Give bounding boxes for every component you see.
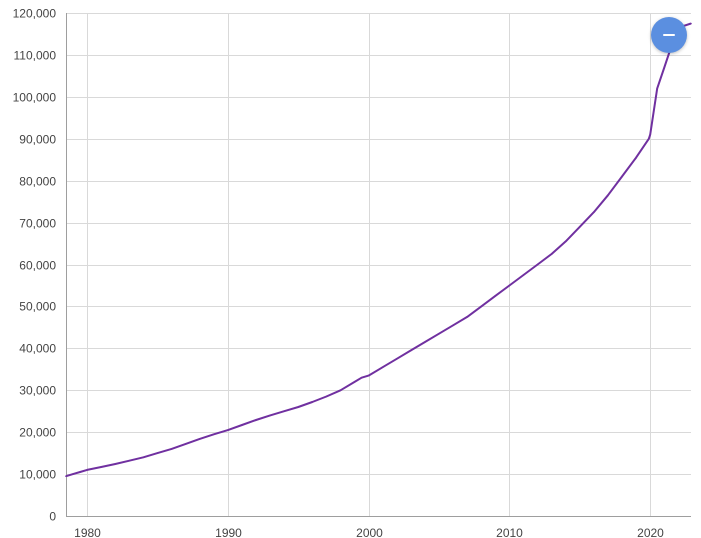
data-point — [142, 456, 145, 459]
series-line-0 — [65, 22, 692, 478]
data-point — [213, 433, 215, 436]
y-tick-label: 110,000 — [14, 49, 57, 63]
data-point — [550, 253, 553, 255]
collapse-button[interactable] — [651, 17, 687, 53]
data-point — [396, 358, 398, 360]
y-tick-label: 0 — [49, 510, 56, 524]
tick-labels: 0 10,000 20,000 30,000 40,000 50,000 60,000 70,… — [13, 7, 665, 538]
data-point — [360, 376, 363, 379]
x-tick-label: 2020 — [637, 526, 664, 538]
data-point — [438, 332, 440, 335]
axes — [66, 13, 691, 517]
data-point — [452, 324, 454, 327]
minus-icon — [663, 34, 675, 36]
data-point — [79, 471, 81, 473]
y-tick-label: 120,000 — [13, 7, 57, 21]
data-point — [128, 459, 131, 462]
data-point — [424, 341, 426, 343]
data-point — [381, 366, 384, 369]
x-tick-label: 2010 — [496, 526, 523, 538]
data-point — [65, 475, 67, 478]
data-point — [536, 263, 539, 266]
data-point — [72, 473, 74, 475]
x-tick-label: 1980 — [74, 526, 101, 538]
grid — [66, 13, 691, 516]
data-point — [508, 284, 511, 287]
data-point — [522, 274, 525, 276]
series-layer — [65, 22, 692, 478]
data-point — [593, 211, 595, 213]
data-point — [156, 452, 159, 454]
data-point — [269, 414, 271, 417]
y-tick-label: 80,000 — [19, 175, 56, 189]
data-point — [184, 443, 187, 445]
data-point — [635, 156, 637, 159]
data-point — [579, 226, 581, 228]
data-point — [656, 87, 658, 90]
data-point — [297, 406, 300, 408]
x-tick-label: 2000 — [356, 526, 383, 538]
data-point — [170, 448, 173, 450]
data-point — [621, 175, 623, 178]
data-point — [410, 349, 412, 352]
data-point — [283, 410, 286, 413]
data-point — [649, 133, 651, 136]
data-point — [255, 419, 257, 421]
data-point — [114, 463, 117, 465]
y-tick-label: 90,000 — [19, 133, 56, 147]
y-tick-label: 100,000 — [13, 91, 57, 105]
data-point — [339, 389, 342, 392]
y-tick-label: 50,000 — [19, 300, 56, 314]
data-point — [466, 316, 469, 318]
y-tick-label: 20,000 — [19, 426, 56, 440]
data-point — [480, 305, 483, 308]
data-point — [86, 469, 88, 471]
data-point — [100, 466, 102, 468]
data-point — [227, 429, 229, 431]
data-point — [564, 240, 567, 243]
data-point — [353, 381, 356, 383]
y-tick-label: 30,000 — [19, 384, 56, 398]
y-tick-label: 60,000 — [19, 259, 56, 273]
data-point — [494, 295, 497, 297]
y-tick-label: 70,000 — [19, 217, 56, 231]
data-point — [367, 374, 370, 377]
data-point — [198, 438, 201, 440]
data-point — [241, 424, 243, 426]
data-point — [690, 22, 692, 25]
data-point — [325, 395, 328, 398]
y-tick-label: 40,000 — [19, 342, 56, 356]
data-point — [607, 194, 609, 197]
data-point — [663, 66, 666, 69]
y-tick-label: 10,000 — [19, 468, 56, 482]
x-tick-label: 1990 — [215, 526, 242, 538]
data-point — [311, 401, 314, 403]
data-point — [648, 138, 650, 140]
